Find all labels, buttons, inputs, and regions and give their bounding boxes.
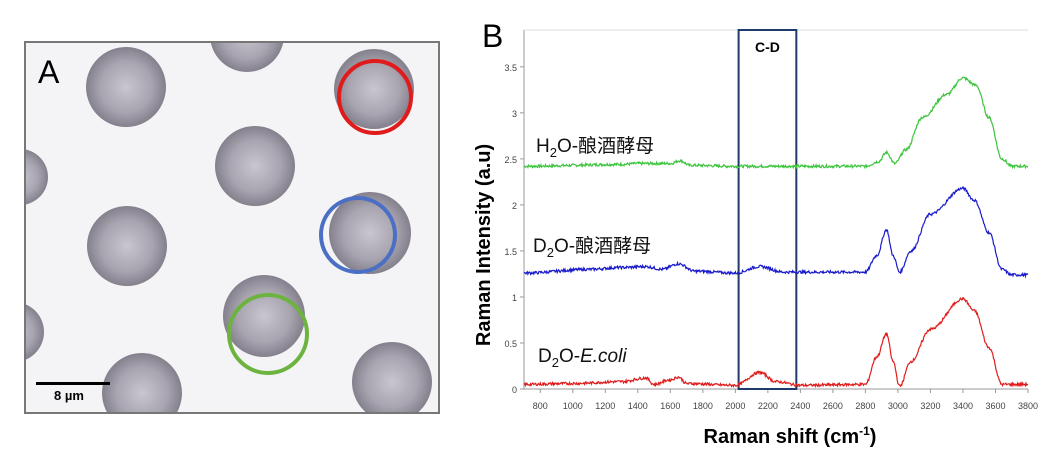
- cell: [86, 47, 166, 127]
- y-tick-label: 2.5: [504, 155, 517, 165]
- x-tick-label: 1600: [660, 401, 680, 411]
- x-tick-label: 2000: [725, 401, 745, 411]
- panel-a-label: A: [38, 54, 60, 90]
- cell: [26, 149, 48, 205]
- series-line-1: [523, 185, 1029, 279]
- y-tick-label: 1.5: [504, 247, 517, 257]
- x-tick-label: 2800: [855, 401, 875, 411]
- cell: [26, 302, 44, 362]
- x-tick-label: 1400: [628, 401, 648, 411]
- y-tick-label: 0: [512, 385, 517, 395]
- x-tick-label: 3600: [985, 401, 1005, 411]
- x-tick-label: 3000: [888, 401, 908, 411]
- x-axis-label: Raman shift (cm-1): [704, 424, 877, 448]
- series-label-2: D2O-E.coli: [538, 346, 627, 370]
- x-tick-label: 800: [533, 401, 548, 411]
- x-tick-label: 3800: [1018, 401, 1038, 411]
- green-ring: [227, 293, 309, 375]
- series-line-0: [523, 76, 1029, 170]
- series-line-2: [523, 296, 1029, 389]
- red-ring: [337, 59, 413, 135]
- panel-b-label: B: [482, 18, 504, 54]
- cell: [102, 353, 182, 412]
- series-label-1: D2O-酿酒酵母: [533, 235, 651, 260]
- cell: [215, 126, 295, 206]
- series-label-0: H2O-酿酒酵母: [536, 135, 654, 160]
- x-tick-label: 3200: [920, 401, 940, 411]
- blue-ring: [319, 196, 397, 274]
- x-tick-label: 1800: [693, 401, 713, 411]
- x-tick-label: 2400: [790, 401, 810, 411]
- y-tick-label: 3.5: [504, 63, 517, 73]
- cd-highlight-box: [737, 29, 798, 390]
- x-tick-label: 1000: [563, 401, 583, 411]
- x-tick-label: 1200: [595, 401, 615, 411]
- y-tick-label: 0.5: [504, 339, 517, 349]
- microscope-image: 8 µm: [24, 41, 440, 414]
- cd-label: C-D: [755, 39, 780, 55]
- x-tick-label: 2600: [823, 401, 843, 411]
- x-tick-label: 2200: [758, 401, 778, 411]
- y-tick-label: 3: [512, 109, 517, 119]
- cell: [352, 342, 432, 412]
- y-tick-label: 1: [512, 293, 517, 303]
- y-axis-label: Raman Intensity (a.u): [473, 144, 495, 346]
- scale-bar: [36, 382, 110, 385]
- cell: [87, 206, 167, 286]
- x-tick-label: 3400: [953, 401, 973, 411]
- scale-bar-label: 8 µm: [54, 388, 84, 403]
- y-tick-label: 2: [512, 201, 517, 211]
